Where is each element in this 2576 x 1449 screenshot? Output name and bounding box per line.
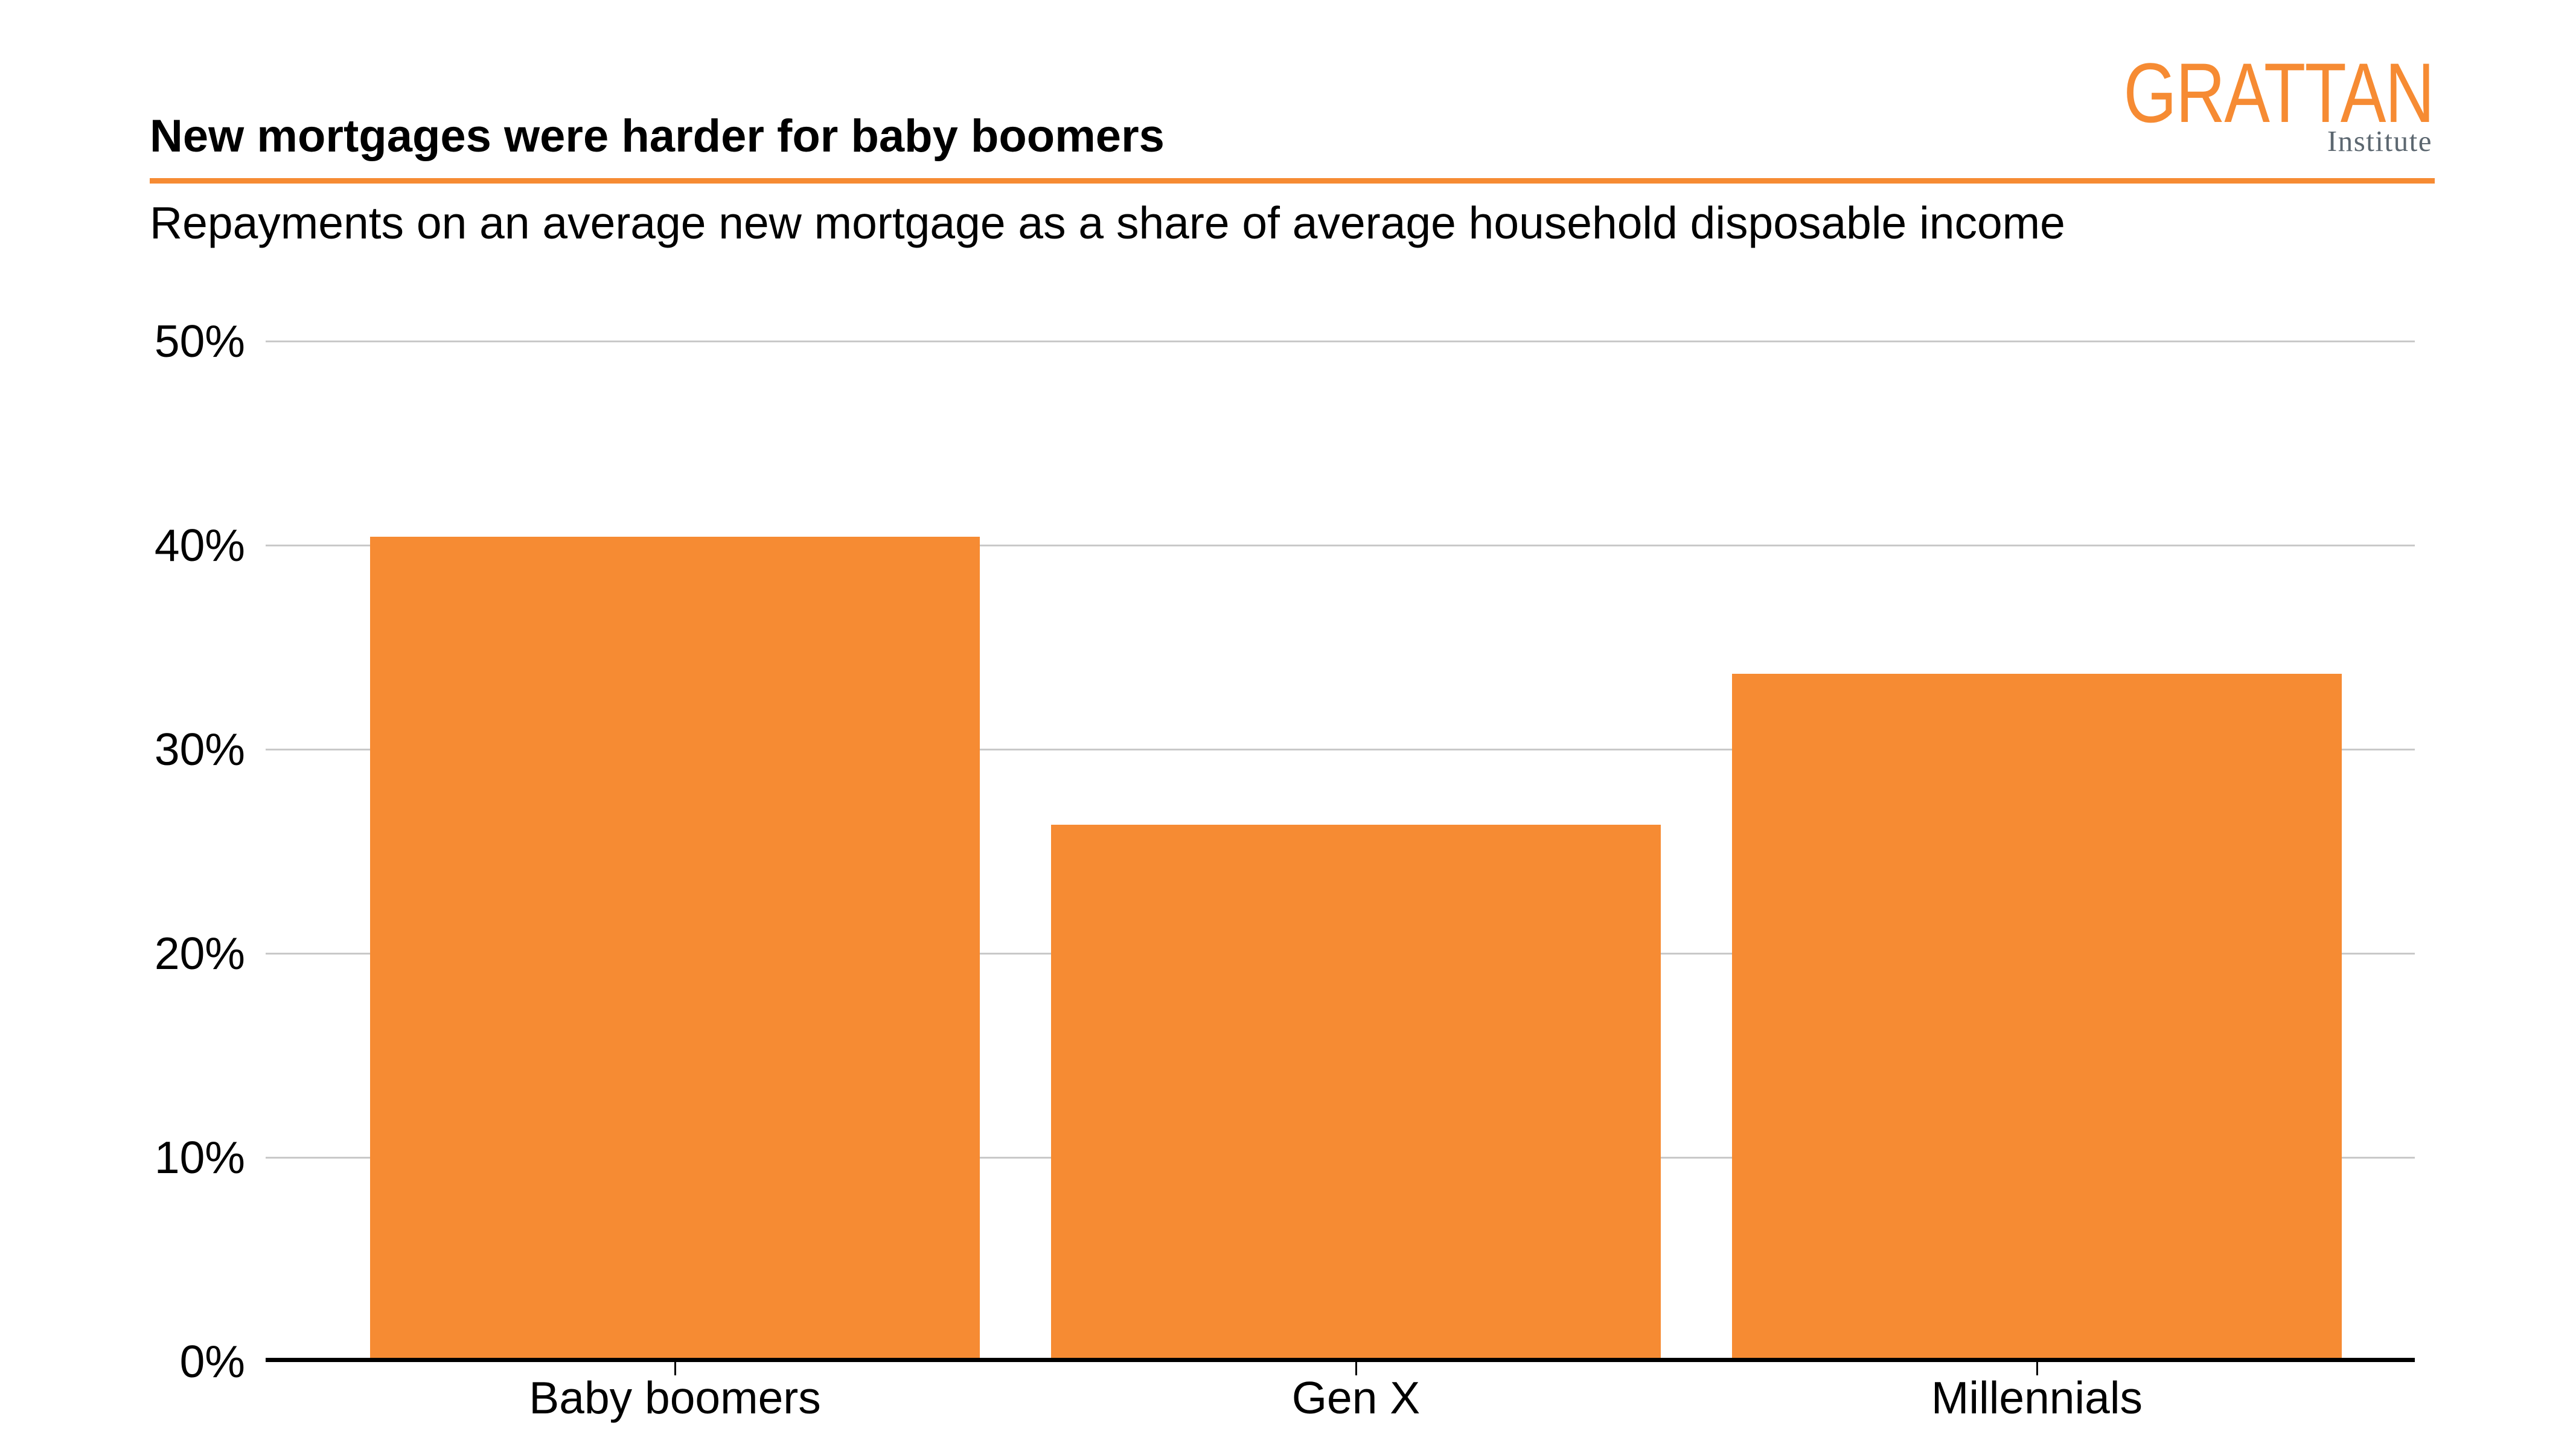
title-rule <box>150 178 2435 184</box>
y-gridline-30 <box>266 748 2415 750</box>
bar-millennials <box>1732 673 2342 1358</box>
x-axis-line <box>266 1358 2415 1362</box>
y-axis-label-20: 20% <box>154 928 245 979</box>
y-gridline-50 <box>266 340 2415 342</box>
x-tick-baby-boomers <box>674 1362 676 1375</box>
x-tick-millennials <box>2036 1362 2038 1375</box>
bar-baby-boomers <box>370 537 980 1358</box>
y-gridline-40 <box>266 544 2415 546</box>
page-subtitle: Repayments on an average new mortgage as… <box>150 197 2065 248</box>
y-axis-label-40: 40% <box>154 520 245 571</box>
bar-gen-x <box>1051 825 1661 1358</box>
x-axis-label-gen-x: Gen X <box>1291 1372 1421 1423</box>
y-axis-label-50: 50% <box>154 316 245 366</box>
x-tick-gen-x <box>1355 1362 1357 1375</box>
logo-institute: Institute <box>2327 124 2432 158</box>
y-axis-label-30: 30% <box>154 724 245 775</box>
page-title: New mortgages were harder for baby boome… <box>150 110 1165 162</box>
y-axis-label-10: 10% <box>154 1132 245 1183</box>
logo-wordmark: GRATTAN <box>2123 45 2434 140</box>
y-axis-label-0: 0% <box>179 1336 245 1387</box>
x-axis-label-baby-boomers: Baby boomers <box>529 1372 821 1423</box>
x-axis-label-millennials: Millennials <box>1931 1372 2143 1423</box>
